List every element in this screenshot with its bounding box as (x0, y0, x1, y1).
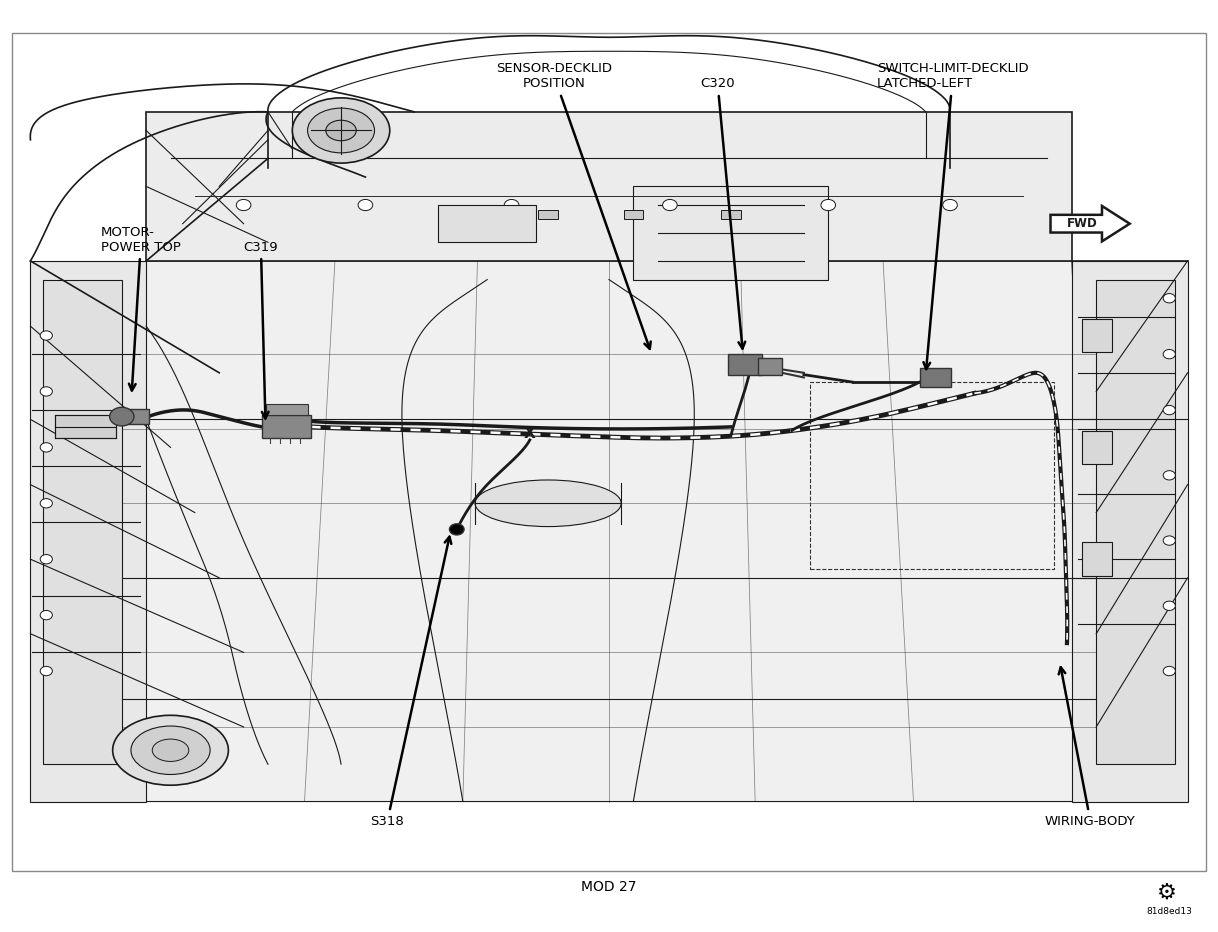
Bar (438, 205, 536, 242)
Text: 81d8ed13: 81d8ed13 (1146, 907, 1192, 916)
Text: ⚙: ⚙ (1157, 883, 1177, 903)
Bar (624, 210, 643, 219)
Bar (810, 382, 1054, 569)
Bar (122, 409, 149, 424)
Circle shape (40, 610, 52, 620)
Circle shape (663, 199, 677, 211)
Text: X: X (524, 426, 536, 441)
Text: C320: C320 (700, 77, 745, 349)
Circle shape (821, 199, 836, 211)
Text: C319: C319 (244, 240, 278, 418)
Ellipse shape (292, 98, 390, 163)
Text: S318: S318 (370, 537, 452, 828)
Bar (1082, 542, 1112, 576)
Ellipse shape (475, 480, 621, 527)
Bar (1082, 319, 1112, 352)
Circle shape (40, 499, 52, 508)
Circle shape (1163, 294, 1175, 303)
Text: WIRING-BODY: WIRING-BODY (1045, 667, 1136, 828)
Circle shape (110, 407, 134, 426)
Circle shape (1163, 536, 1175, 545)
Bar (728, 354, 762, 375)
Circle shape (358, 199, 373, 211)
Circle shape (40, 387, 52, 396)
Circle shape (40, 443, 52, 452)
Text: MOD 27: MOD 27 (581, 880, 637, 895)
Bar (920, 368, 951, 387)
Polygon shape (633, 186, 828, 280)
Bar (1082, 431, 1112, 464)
Polygon shape (146, 112, 1072, 261)
Polygon shape (1072, 261, 1188, 802)
Circle shape (449, 524, 464, 535)
Circle shape (1163, 666, 1175, 676)
Polygon shape (55, 415, 116, 438)
Text: MOTOR-
POWER TOP: MOTOR- POWER TOP (101, 226, 181, 391)
Text: FWD: FWD (1067, 217, 1097, 230)
Polygon shape (1050, 206, 1129, 241)
Ellipse shape (152, 739, 189, 761)
Circle shape (1163, 471, 1175, 480)
Circle shape (943, 199, 957, 211)
Ellipse shape (112, 716, 229, 785)
Ellipse shape (132, 726, 211, 774)
Polygon shape (43, 280, 122, 764)
Bar (538, 210, 558, 219)
Bar (758, 358, 782, 375)
Ellipse shape (307, 108, 375, 153)
Circle shape (40, 555, 52, 564)
Circle shape (1163, 350, 1175, 359)
Circle shape (1163, 405, 1175, 415)
Polygon shape (1096, 280, 1175, 764)
Circle shape (1163, 601, 1175, 610)
Circle shape (504, 199, 519, 211)
Bar (721, 210, 741, 219)
Circle shape (40, 331, 52, 340)
Text: SWITCH-LIMIT-DECKLID
LATCHED-LEFT: SWITCH-LIMIT-DECKLID LATCHED-LEFT (877, 62, 1028, 369)
Bar (266, 404, 308, 415)
Circle shape (236, 199, 251, 211)
Polygon shape (30, 261, 146, 802)
Ellipse shape (326, 120, 357, 141)
Circle shape (40, 666, 52, 676)
Polygon shape (122, 261, 1096, 802)
Text: SENSOR-DECKLID
POSITION: SENSOR-DECKLID POSITION (496, 62, 650, 349)
Polygon shape (262, 415, 311, 438)
